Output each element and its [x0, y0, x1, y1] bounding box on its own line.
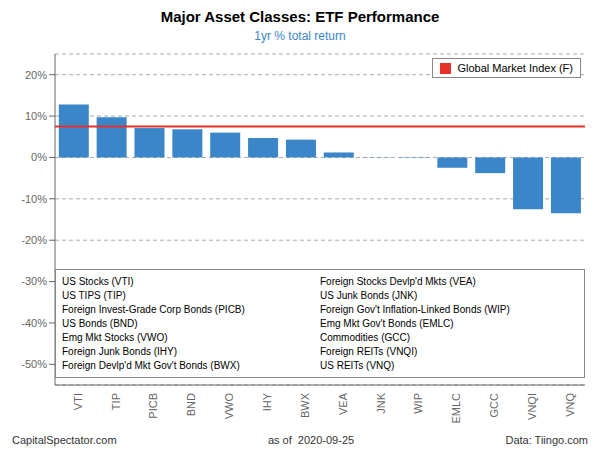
html-text:Commodities (GCC): Commodities (GCC)	[320, 332, 410, 344]
svg-text:WIP: WIP	[412, 393, 424, 414]
html-text:Foreign Stocks Devlp'd Mkts (V: Foreign Stocks Devlp'd Mkts (VEA)	[320, 276, 476, 288]
html-text:Foreign Gov't Inflation-Linked: Foreign Gov't Inflation-Linked Bonds (WI…	[320, 304, 510, 316]
svg-text:20%: 20%	[25, 69, 47, 81]
html-text:CapitalSpectator.com: CapitalSpectator.com	[12, 434, 117, 446]
svg-text:PICB: PICB	[147, 393, 159, 419]
html-text:US Stocks (VTI): US Stocks (VTI)	[62, 276, 134, 288]
svg-text:-40%: -40%	[21, 317, 47, 329]
svg-text:-50%: -50%	[21, 358, 47, 370]
svg-text:BWX: BWX	[299, 392, 311, 418]
html-text:Major Asset Classes: ETF Perfo: Major Asset Classes: ETF Performance	[160, 8, 440, 25]
html-text:US REITs (VNQ): US REITs (VNQ)	[320, 360, 395, 372]
svg-text:VTI: VTI	[72, 393, 84, 410]
svg-text:EMLC: EMLC	[450, 393, 462, 424]
svg-text:JNK: JNK	[375, 392, 387, 413]
html-text:US TIPS (TIP): US TIPS (TIP)	[62, 290, 126, 302]
svg-text:VNQI: VNQI	[526, 393, 538, 420]
svg-text:VNQ: VNQ	[564, 393, 576, 417]
html-text:1yr % total return: 1yr % total return	[254, 29, 346, 43]
html-text:Global Market Index (F): Global Market Index (F)	[457, 62, 573, 74]
svg-text:10%: 10%	[25, 110, 47, 122]
svg-text:0%: 0%	[31, 151, 47, 163]
html-text:Foreign Invest-Grade Corp Bond: Foreign Invest-Grade Corp Bonds (PICB)	[62, 304, 245, 316]
svg-text:-30%: -30%	[21, 275, 47, 287]
svg-text:VWO: VWO	[223, 393, 235, 420]
svg-text:BND: BND	[185, 393, 197, 416]
svg-text:TIP: TIP	[110, 393, 122, 410]
html-text:Foreign REITs (VNQI): Foreign REITs (VNQI)	[320, 346, 418, 358]
html-text:Emg Mkt Stocks (VWO): Emg Mkt Stocks (VWO)	[62, 332, 168, 344]
html-text:Foreign Devlp'd Mkt Gov't Bond: Foreign Devlp'd Mkt Gov't Bonds (BWX)	[62, 360, 240, 372]
html-text:Emg Mkt Gov't Bonds (EMLC): Emg Mkt Gov't Bonds (EMLC)	[320, 318, 454, 330]
html-text:Foreign Junk Bonds (IHY): Foreign Junk Bonds (IHY)	[62, 346, 178, 358]
svg-text:GCC: GCC	[488, 393, 500, 418]
svg-text:VEA: VEA	[337, 392, 349, 415]
html-text:US Junk Bonds (JNK): US Junk Bonds (JNK)	[320, 290, 418, 302]
svg-text:IHY: IHY	[261, 392, 273, 411]
svg-text:-10%: -10%	[21, 193, 47, 205]
html-text:as of 2020-09-25: as of 2020-09-25	[267, 434, 355, 446]
svg-text:-20%: -20%	[21, 234, 47, 246]
html-text:Data: Tiingo.com: Data: Tiingo.com	[505, 434, 588, 446]
html-text:US Bonds (BND): US Bonds (BND)	[62, 318, 138, 330]
